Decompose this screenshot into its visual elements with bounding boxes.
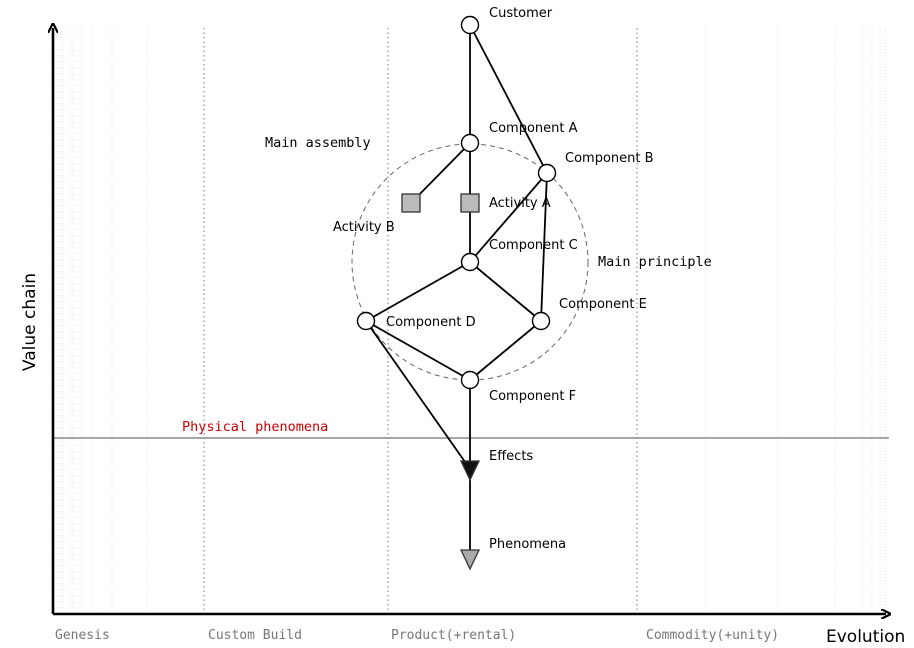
main-principle-circle xyxy=(351,143,589,381)
stage-dividers xyxy=(203,28,638,614)
stage-genesis: Genesis xyxy=(55,628,110,643)
node-component-f xyxy=(460,370,480,390)
label-component-b: Component B xyxy=(565,151,654,166)
label-effects: Effects xyxy=(489,449,533,464)
label-component-a: Component A xyxy=(489,121,578,136)
label-component-f: Component F xyxy=(489,389,576,404)
stage-commodity: Commodity(+unity) xyxy=(646,628,779,643)
x-axis-label: Evolution xyxy=(826,627,905,647)
nodes xyxy=(356,15,557,571)
y-axis-label: Value chain xyxy=(20,273,40,371)
node-component-d xyxy=(356,311,376,331)
main-assembly-label: Main assembly xyxy=(265,135,371,151)
edge-component-c-to-component-d xyxy=(365,261,471,322)
edge-component-b-to-component-c xyxy=(469,172,548,263)
edge-customer-to-component-b xyxy=(469,24,548,174)
node-component-a xyxy=(460,133,480,153)
label-component-c: Component C xyxy=(489,238,578,253)
node-component-c xyxy=(460,252,480,272)
node-component-e xyxy=(531,311,551,331)
label-component-d: Component D xyxy=(386,315,476,330)
edge-component-d-to-effects xyxy=(365,320,471,470)
label-activity-b: Activity B xyxy=(333,220,395,235)
label-component-e: Component E xyxy=(559,297,647,312)
background-grid xyxy=(54,28,887,612)
label-activity-a: Activity A xyxy=(489,196,551,211)
edge-component-d-to-component-f xyxy=(365,320,471,381)
node-labels: Customer Component A Component B Activity A… xyxy=(333,6,654,552)
edge-component-c-to-component-e xyxy=(469,261,542,322)
node-component-b xyxy=(537,163,557,183)
node-customer xyxy=(460,15,480,35)
node-activity-b xyxy=(401,193,421,213)
stage-custom-build: Custom Build xyxy=(208,628,302,643)
label-phenomena: Phenomena xyxy=(489,537,566,552)
edge-component-a-to-activity-b xyxy=(410,142,471,204)
edge-component-e-to-component-f xyxy=(469,320,542,381)
stage-product: Product(+rental) xyxy=(391,628,516,643)
node-effects xyxy=(459,460,481,482)
edge-component-b-to-component-e xyxy=(540,172,548,322)
node-activity-a xyxy=(460,193,480,213)
main-principle-label: Main principle xyxy=(598,254,712,270)
physical-phenomena-label: Physical phenomena xyxy=(182,419,328,435)
label-customer: Customer xyxy=(489,6,553,21)
node-phenomena xyxy=(459,549,481,571)
edges xyxy=(365,24,548,558)
